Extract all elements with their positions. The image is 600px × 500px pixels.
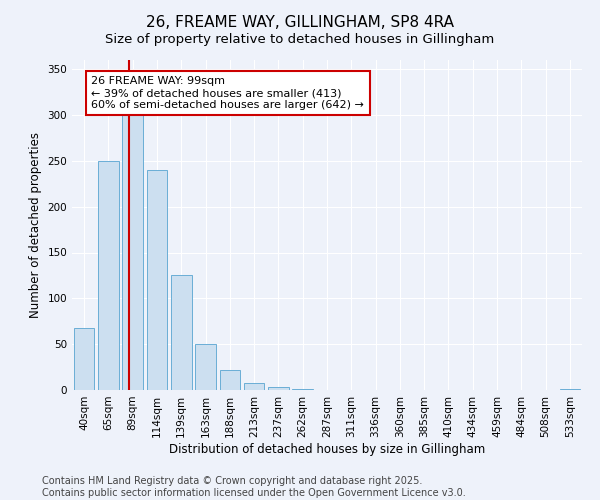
Text: 26, FREAME WAY, GILLINGHAM, SP8 4RA: 26, FREAME WAY, GILLINGHAM, SP8 4RA <box>146 15 454 30</box>
Bar <box>122 106 143 390</box>
Bar <box>171 276 191 390</box>
Text: Size of property relative to detached houses in Gillingham: Size of property relative to detached ho… <box>106 32 494 46</box>
Bar <box>146 170 167 390</box>
Bar <box>220 370 240 390</box>
Y-axis label: Number of detached properties: Number of detached properties <box>29 132 42 318</box>
Bar <box>98 161 119 390</box>
Bar <box>292 389 313 390</box>
Bar <box>268 387 289 390</box>
Bar <box>560 389 580 390</box>
Bar <box>244 382 265 390</box>
Bar <box>195 344 216 390</box>
X-axis label: Distribution of detached houses by size in Gillingham: Distribution of detached houses by size … <box>169 442 485 456</box>
Bar <box>74 328 94 390</box>
Text: 26 FREAME WAY: 99sqm
← 39% of detached houses are smaller (413)
60% of semi-deta: 26 FREAME WAY: 99sqm ← 39% of detached h… <box>91 76 364 110</box>
Text: Contains HM Land Registry data © Crown copyright and database right 2025.
Contai: Contains HM Land Registry data © Crown c… <box>42 476 466 498</box>
